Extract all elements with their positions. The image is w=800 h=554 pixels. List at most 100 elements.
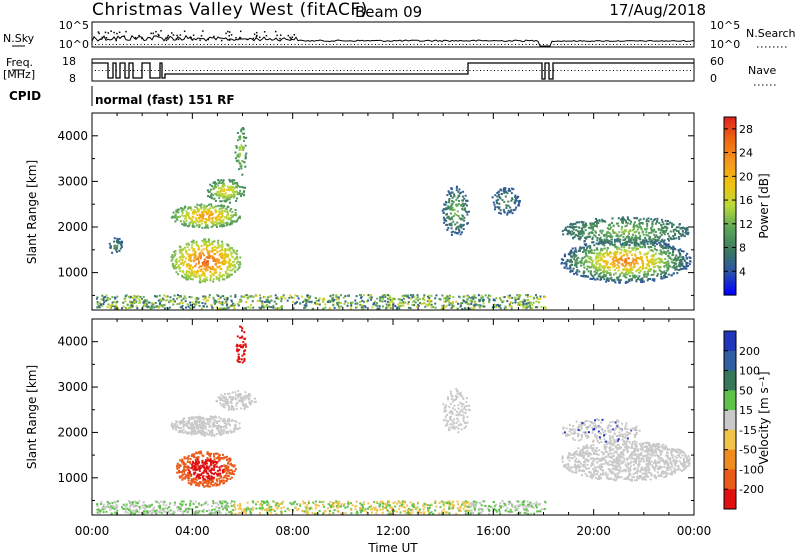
power-cell xyxy=(629,239,632,241)
power-cell xyxy=(652,242,655,244)
nave-dot xyxy=(690,70,691,71)
power-cell xyxy=(589,223,592,226)
power-cell xyxy=(274,307,277,310)
power-cell xyxy=(192,302,195,305)
power-colorbar-segment xyxy=(724,194,736,198)
power-cell xyxy=(577,256,580,259)
power-cell xyxy=(387,298,390,301)
power-cell xyxy=(189,268,192,270)
power-cell xyxy=(376,297,379,300)
velocity-cell xyxy=(349,502,352,505)
power-cell xyxy=(466,298,469,301)
power-colorbar-tick-label: 28 xyxy=(739,123,753,136)
power-cell xyxy=(652,228,655,231)
power-cell xyxy=(575,254,578,257)
velocity-cell xyxy=(123,507,126,510)
power-cell xyxy=(238,146,241,149)
power-cell xyxy=(321,298,324,301)
power-cell xyxy=(204,242,207,245)
power-cell xyxy=(674,232,676,235)
power-cell xyxy=(228,248,231,251)
power-colorbar-segment xyxy=(724,149,736,154)
power-cell xyxy=(207,215,210,218)
power-cell xyxy=(216,226,218,228)
power-cell xyxy=(628,237,631,240)
power-cell xyxy=(633,274,636,277)
power-cell xyxy=(222,193,225,196)
nave-dot xyxy=(105,70,107,71)
power-cell xyxy=(625,276,628,279)
power-cell xyxy=(446,194,449,197)
power-cell xyxy=(216,260,219,263)
velocity-cell xyxy=(379,508,382,511)
power-cell xyxy=(679,262,682,265)
power-cell xyxy=(238,301,241,304)
power-cell xyxy=(221,248,223,251)
power-colorbar-segment xyxy=(724,131,736,136)
velocity-cell xyxy=(456,500,459,503)
velocity-cell xyxy=(267,509,270,512)
velocity-cell xyxy=(509,502,511,504)
nsearch-dot xyxy=(95,44,96,45)
nsearch-dot xyxy=(301,44,303,45)
velocity-cell xyxy=(448,506,451,509)
power-cell xyxy=(623,273,626,276)
power-cell xyxy=(96,306,99,309)
power-cell xyxy=(529,295,532,298)
power-cell xyxy=(658,222,661,225)
power-cell xyxy=(314,301,316,304)
power-cell xyxy=(604,233,607,236)
power-cell xyxy=(187,213,190,216)
power-cell xyxy=(624,225,627,228)
power-cell xyxy=(650,258,653,261)
velocity-cell xyxy=(268,506,271,509)
nsearch-dot xyxy=(686,44,688,45)
power-cell xyxy=(275,297,278,300)
power-cell xyxy=(461,214,464,217)
power-cell xyxy=(238,185,241,188)
power-cell xyxy=(191,278,194,281)
power-cell xyxy=(468,210,470,213)
power-cell xyxy=(462,295,465,298)
power-cell xyxy=(182,271,185,274)
power-cell xyxy=(268,301,271,304)
power-cell xyxy=(148,301,151,304)
nsearch-dot xyxy=(385,44,387,45)
power-cell xyxy=(449,208,452,211)
power-cell xyxy=(155,295,158,298)
power-cell xyxy=(221,240,224,243)
power-cell xyxy=(444,200,447,203)
power-cell xyxy=(187,263,190,266)
power-cell xyxy=(570,255,573,258)
power-cell xyxy=(207,210,210,213)
velocity-cell xyxy=(303,510,306,513)
nave-dot xyxy=(364,70,366,71)
power-colorbar-segment xyxy=(724,226,736,231)
power-cell xyxy=(587,251,590,254)
power-cell xyxy=(661,271,664,274)
power-cell xyxy=(573,253,576,256)
velocity-cell xyxy=(463,504,466,507)
power-cell xyxy=(604,275,607,278)
power-cell xyxy=(591,264,594,267)
power-cell xyxy=(182,256,185,258)
power-cell xyxy=(208,294,211,297)
velocity-cell xyxy=(523,511,526,514)
power-cell xyxy=(466,211,468,214)
velocity-cell xyxy=(266,500,268,503)
power-cell xyxy=(464,202,467,205)
power-colorbar-segment xyxy=(724,232,736,237)
power-cell xyxy=(659,270,662,273)
power-cell xyxy=(508,297,511,300)
power-cell xyxy=(194,255,197,257)
power-cell xyxy=(669,221,671,224)
nave-dot xyxy=(371,70,373,71)
velocity-cell xyxy=(406,504,409,507)
power-cell xyxy=(598,259,601,262)
velocity-cell xyxy=(176,509,179,512)
power-colorbar-segment xyxy=(724,170,736,174)
power-cell xyxy=(434,306,437,309)
power-cell xyxy=(600,231,603,234)
velocity-cell xyxy=(529,501,532,504)
power-cell xyxy=(183,295,186,298)
